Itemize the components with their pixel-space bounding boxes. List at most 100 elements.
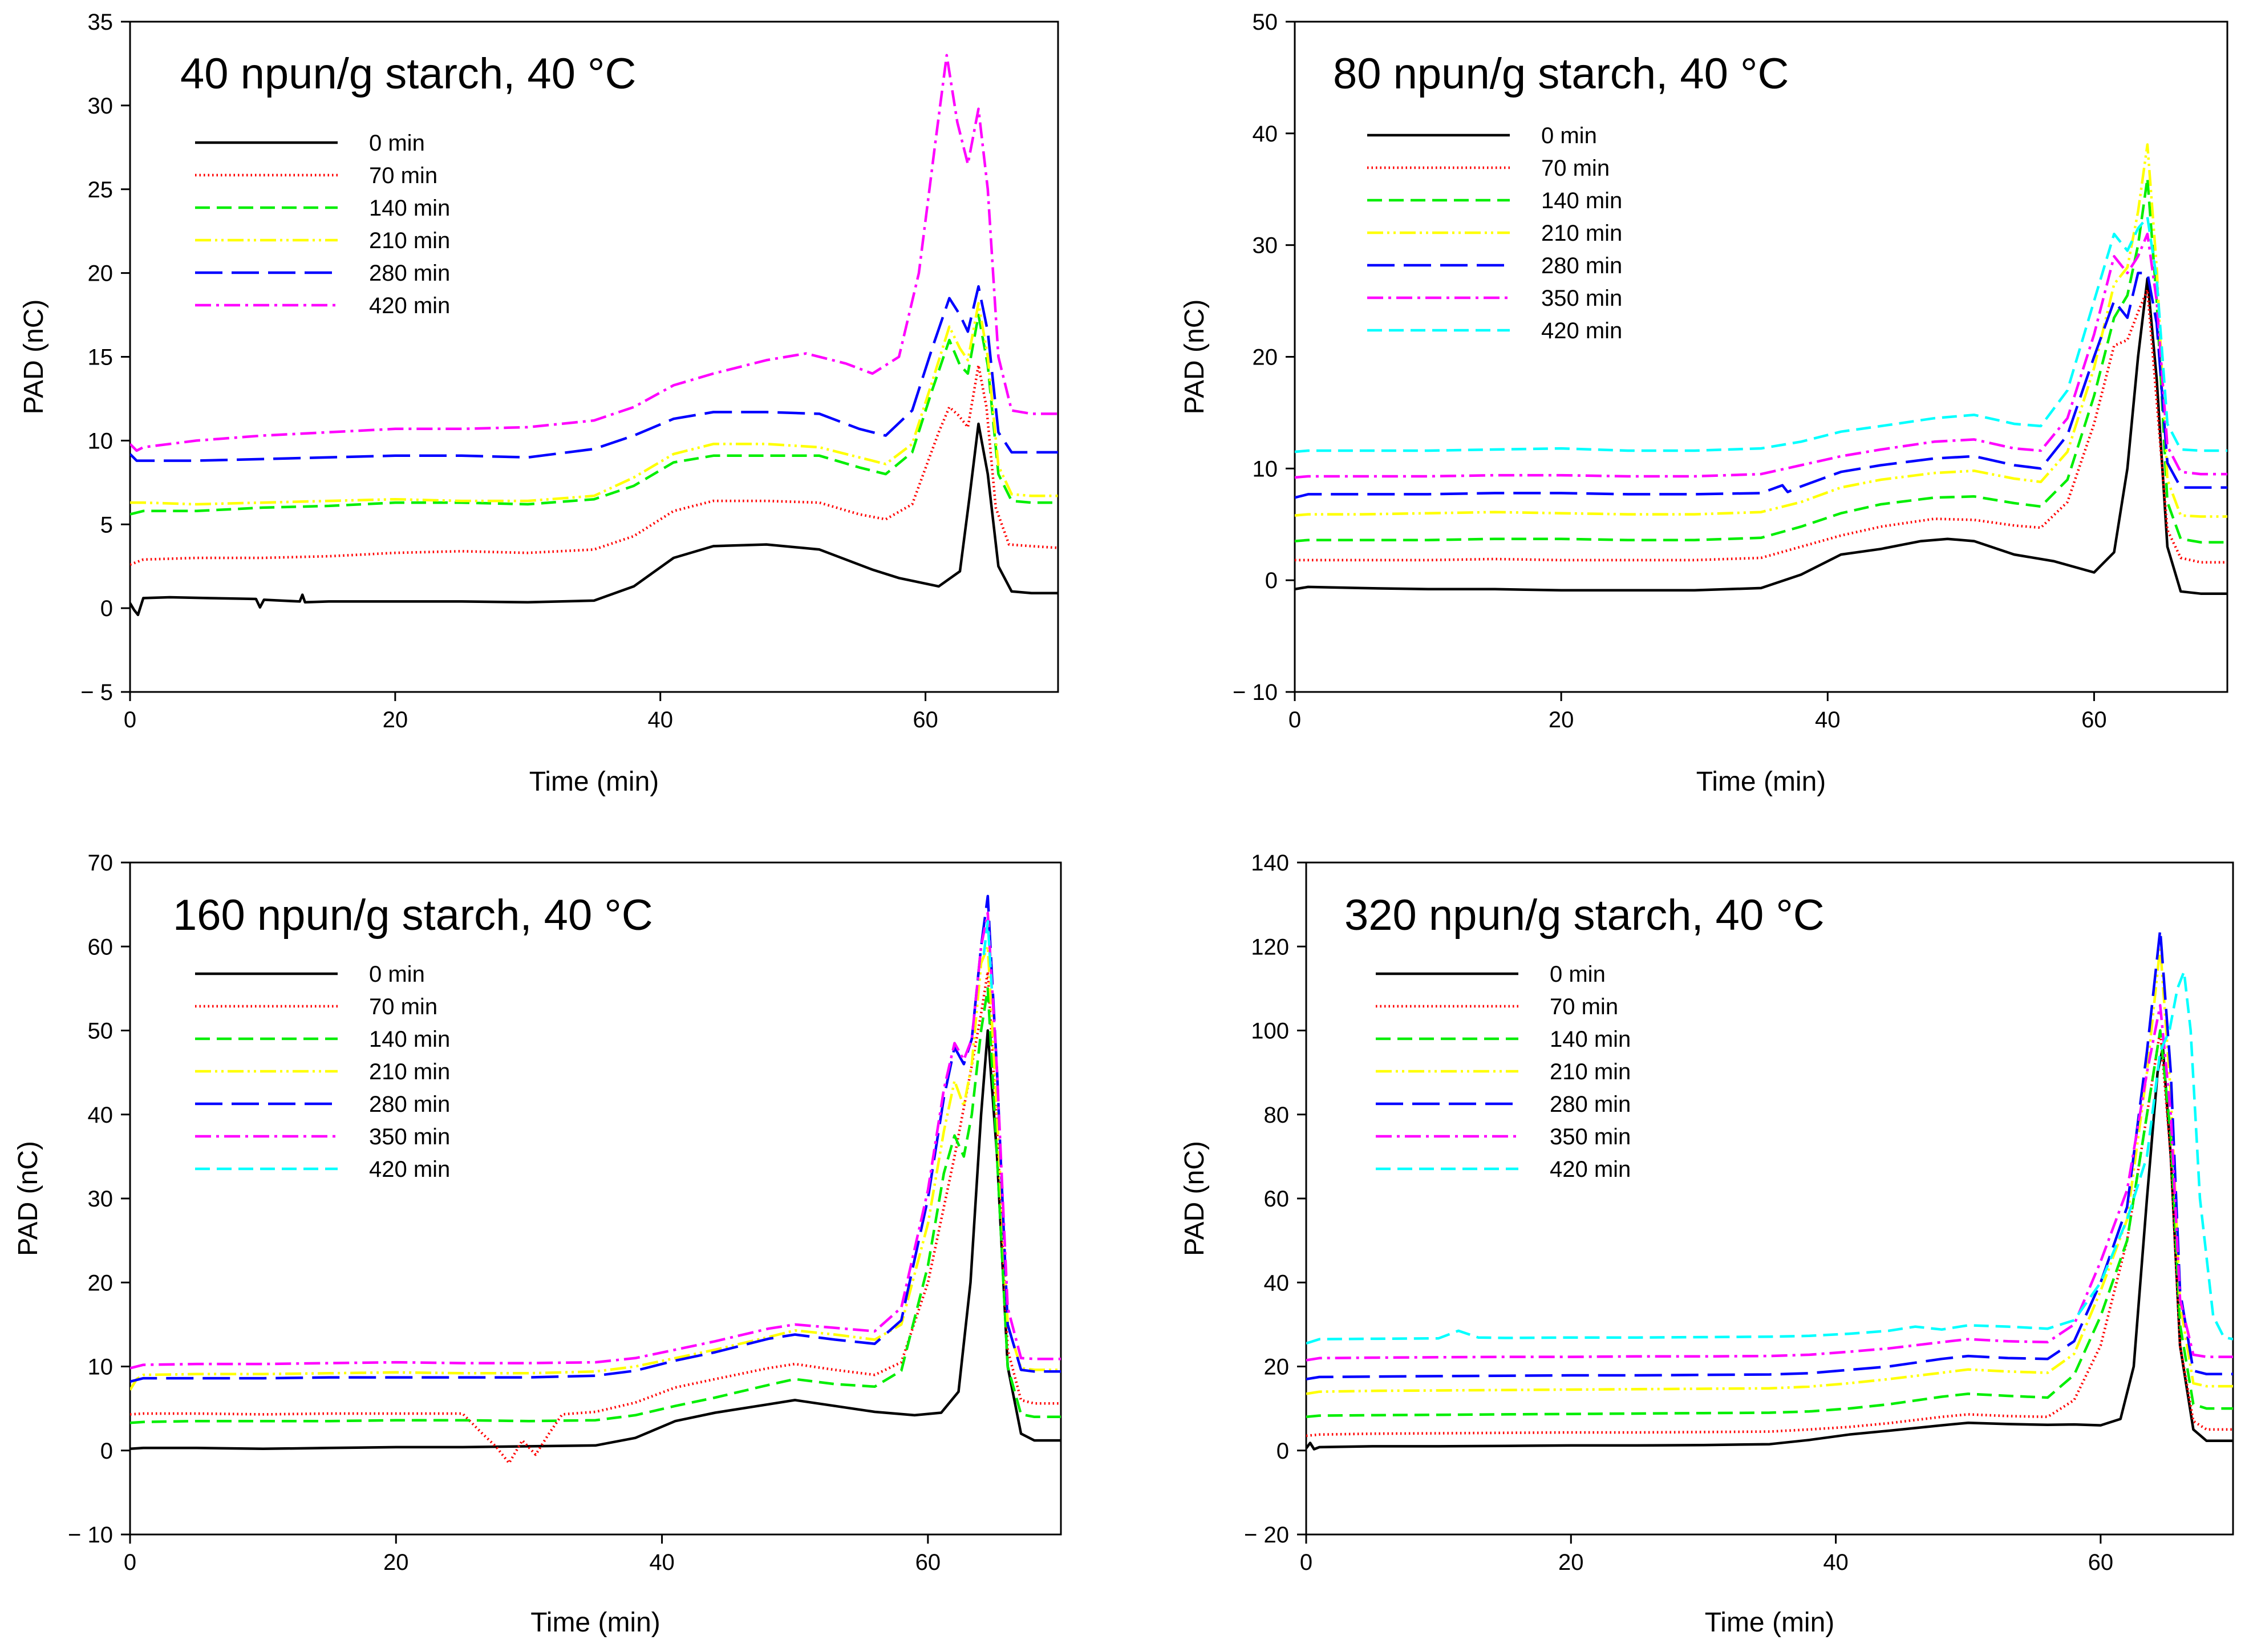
series-line-420-min (982, 920, 994, 989)
x-axis-label: Time (min) (1705, 1608, 1835, 1638)
y-tick-label: 40 (1264, 1270, 1290, 1295)
x-tick-label: 20 (1549, 707, 1574, 732)
series-line-420-min (1306, 970, 2233, 1345)
legend-label: 140 min (1541, 188, 1622, 213)
series-line-210-min (130, 945, 1061, 1391)
y-tick-label: 20 (1253, 345, 1278, 370)
legend-label: 140 min (1550, 1027, 1631, 1052)
y-tick-label: 40 (1253, 122, 1278, 147)
legend-label: 420 min (1541, 318, 1622, 343)
y-tick-label: 70 (88, 851, 114, 876)
chart-panel-1: 0 20 40 60 − 5 0 5 10 15 20 25 30 35 Time (min) PAD (n… (19, 10, 1059, 797)
x-tick-label: 0 (1288, 707, 1301, 732)
legend-label: 350 min (1550, 1124, 1631, 1149)
legend: 0 min 70 min 140 min 210 min 280 min 350 min 4… (195, 962, 450, 1182)
y-tick-label: 50 (1253, 10, 1278, 35)
x-axis-label: Time (min) (529, 767, 659, 797)
series-line-70-min (1306, 1029, 2233, 1438)
series-group (1295, 143, 2227, 595)
x-tick-label: 20 (383, 1550, 409, 1575)
y-tick-label: 0 (1265, 568, 1278, 593)
y-axis-label: PAD (nC) (1180, 1141, 1210, 1256)
y-tick-label: 35 (88, 10, 114, 35)
y-tick-label: − 5 (80, 680, 113, 705)
series-line-280-min (1295, 272, 2227, 499)
x-tick-label: 0 (124, 1550, 136, 1575)
x-tick-label: 40 (1815, 707, 1841, 732)
legend-label: 280 min (369, 1092, 450, 1117)
x-tick-label: 0 (1300, 1550, 1312, 1575)
y-tick-label: 40 (88, 1103, 114, 1128)
series-line-0-min (130, 422, 1058, 617)
y-tick-label: 20 (88, 1270, 114, 1295)
series-line-140-min (1306, 1029, 2233, 1419)
y-tick-label: − 20 (1244, 1523, 1289, 1548)
legend-label: 140 min (369, 1027, 450, 1052)
series-line-210-min (1295, 143, 2227, 518)
y-tick-label: 120 (1251, 934, 1289, 959)
legend-label: 420 min (369, 293, 450, 318)
series-line-280-min (130, 285, 1058, 462)
legend-label: 210 min (369, 228, 450, 253)
y-tick-label: 10 (88, 1355, 114, 1380)
series-line-420-min (130, 54, 1058, 452)
y-tick-label: 20 (88, 261, 114, 286)
y-tick-label: 20 (1264, 1355, 1290, 1380)
panel-title: 160 npun/g starch, 40 °C (173, 891, 653, 940)
series-line-140-min (130, 313, 1058, 516)
y-tick-label: 5 (100, 512, 113, 537)
legend-label: 0 min (369, 962, 425, 987)
x-tick-label: 40 (647, 707, 673, 732)
x-tick-label: 40 (649, 1550, 675, 1575)
x-tick-label: 60 (915, 1550, 941, 1575)
legend-label: 70 min (369, 994, 437, 1019)
chart-panel-3: 0 20 40 60 − 10 0 10 20 30 40 50 60 70 Time (min) PAD … (13, 851, 1062, 1638)
y-tick-label: 30 (88, 94, 114, 119)
y-tick-label: 60 (1264, 1187, 1290, 1212)
legend-label: 70 min (1550, 994, 1618, 1019)
legend-label: 350 min (369, 1124, 450, 1149)
x-tick-label: 40 (1823, 1550, 1849, 1575)
y-tick-label: − 10 (68, 1523, 113, 1548)
panel-title: 80 npun/g starch, 40 °C (1333, 50, 1789, 98)
chart-panel-4: 0 20 40 60 − 20 0 20 40 60 80 100 120 140 Time (min) P… (1180, 851, 2234, 1638)
legend-label: 210 min (1541, 221, 1622, 246)
y-tick-label: 25 (88, 177, 114, 203)
y-tick-label: 0 (100, 596, 113, 621)
legend-label: 210 min (369, 1059, 450, 1084)
series-line-0-min (1295, 277, 2227, 595)
x-tick-label: 20 (1558, 1550, 1584, 1575)
x-tick-label: 0 (124, 707, 136, 732)
legend-label: 140 min (369, 196, 450, 221)
legend: 0 min 70 min 140 min 210 min 280 min 350 min 4… (1367, 123, 1622, 343)
series-line-350-min (130, 912, 1061, 1370)
y-tick-label: 10 (1253, 456, 1278, 481)
y-axis-label: PAD (nC) (13, 1141, 43, 1256)
y-tick-label: 30 (88, 1187, 114, 1212)
legend: 0 min 70 min 140 min 210 min 280 min 420 min (195, 131, 450, 318)
y-tick-label: 0 (100, 1439, 113, 1464)
legend-label: 210 min (1550, 1059, 1631, 1084)
legend: 0 min 70 min 140 min 210 min 280 min 350 min 4… (1376, 962, 1631, 1182)
legend-label: 70 min (1541, 156, 1610, 181)
legend-label: 0 min (1550, 962, 1606, 987)
y-tick-label: 10 (88, 428, 114, 454)
series-line-280-min (130, 894, 1061, 1383)
x-tick-label: 20 (383, 707, 408, 732)
x-axis-label: Time (min) (1696, 767, 1826, 797)
y-tick-label: 15 (88, 345, 114, 370)
x-tick-label: 60 (2081, 707, 2107, 732)
x-tick-label: 60 (2088, 1550, 2114, 1575)
legend-label: 280 min (369, 261, 450, 286)
series-line-70-min (130, 363, 1058, 566)
legend-label: 350 min (1541, 286, 1622, 311)
y-tick-label: 30 (1253, 233, 1278, 258)
y-tick-label: 140 (1251, 851, 1289, 876)
y-tick-label: 50 (88, 1019, 114, 1044)
panel-title: 320 npun/g starch, 40 °C (1344, 891, 1825, 940)
panel-title: 40 npun/g starch, 40 °C (180, 50, 636, 98)
chart-panel-2: 0 20 40 60 − 10 0 10 20 30 40 50 Time (min) PAD (nC)… (1180, 10, 2228, 797)
chart-panels: 0 20 40 60 − 5 0 5 10 15 20 25 30 35 Time (min) PAD (n… (13, 10, 2234, 1638)
y-tick-label: 100 (1251, 1019, 1289, 1044)
